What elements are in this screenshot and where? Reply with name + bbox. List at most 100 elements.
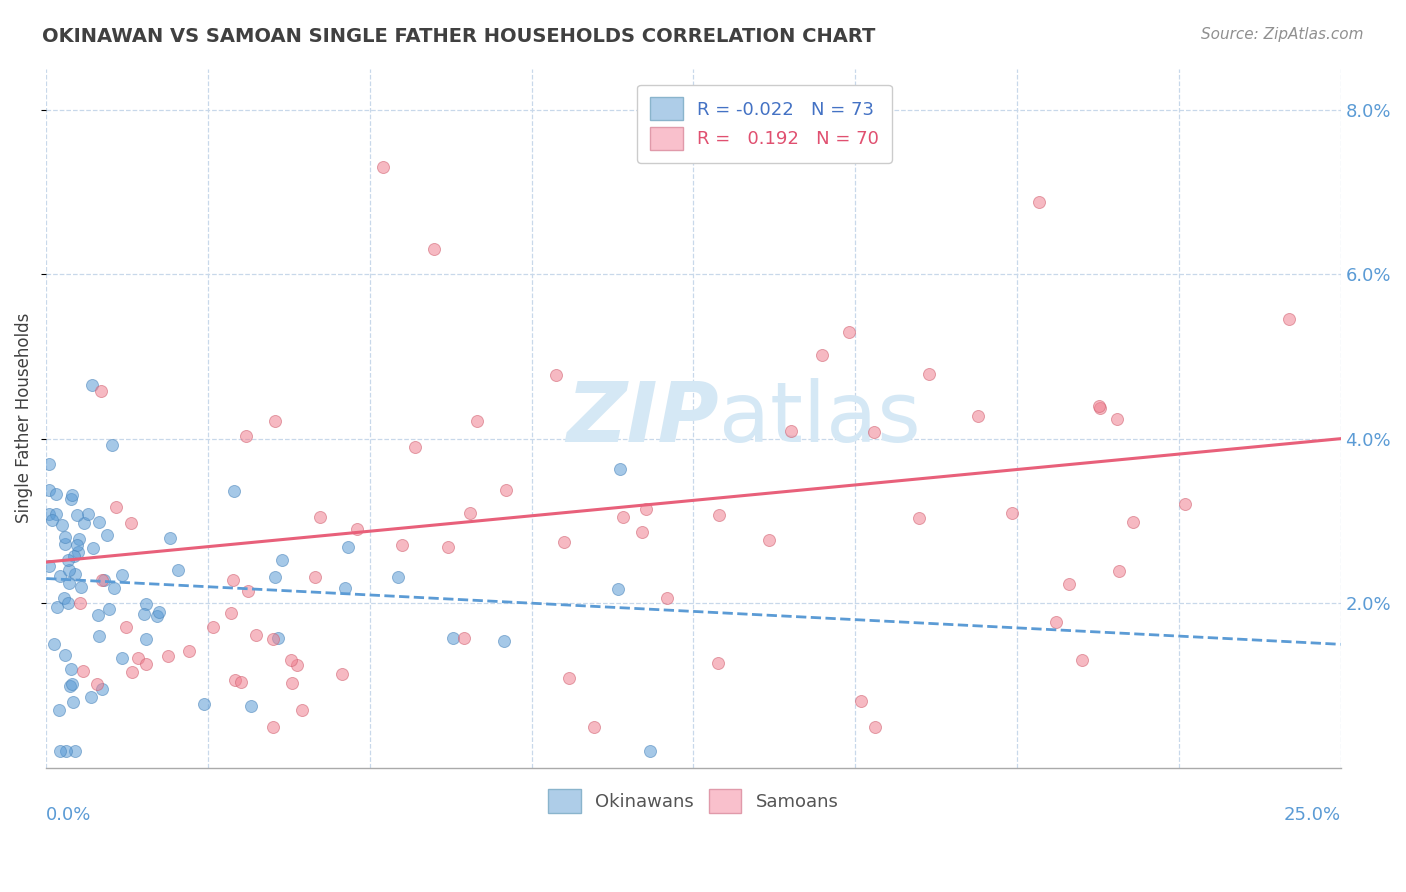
Point xyxy=(304,570,326,584)
Point xyxy=(458,506,481,520)
Point xyxy=(270,552,292,566)
Point xyxy=(640,744,662,758)
Point xyxy=(121,665,143,680)
Point xyxy=(236,584,259,599)
Point xyxy=(336,540,359,554)
Point xyxy=(41,513,63,527)
Point xyxy=(235,429,257,443)
Point xyxy=(103,582,125,596)
Point xyxy=(60,677,83,691)
Point xyxy=(120,516,142,530)
Point xyxy=(636,502,658,516)
Point xyxy=(48,703,70,717)
Point xyxy=(134,607,156,622)
Point xyxy=(1045,615,1067,630)
Point xyxy=(285,658,308,673)
Point xyxy=(193,697,215,711)
Point xyxy=(80,378,103,392)
Point xyxy=(291,703,314,717)
Point xyxy=(60,491,83,506)
Point xyxy=(66,538,89,552)
Point xyxy=(91,682,114,697)
Point xyxy=(267,631,290,645)
Point xyxy=(91,573,114,587)
Point xyxy=(63,744,86,758)
Point xyxy=(177,644,200,658)
Point xyxy=(76,507,98,521)
Point xyxy=(437,540,460,554)
Point xyxy=(222,574,245,588)
Point xyxy=(863,425,886,439)
Point xyxy=(48,744,70,758)
Point xyxy=(202,620,225,634)
Point xyxy=(1108,564,1130,578)
Point xyxy=(105,500,128,514)
Point xyxy=(1278,311,1301,326)
Text: OKINAWAN VS SAMOAN SINGLE FATHER HOUSEHOLDS CORRELATION CHART: OKINAWAN VS SAMOAN SINGLE FATHER HOUSEHO… xyxy=(42,27,876,45)
Point xyxy=(655,591,678,605)
Point xyxy=(492,633,515,648)
Point xyxy=(546,368,568,382)
Point xyxy=(58,563,80,577)
Point xyxy=(264,414,287,428)
Point xyxy=(263,570,285,584)
Point xyxy=(423,243,446,257)
Point xyxy=(851,694,873,708)
Point xyxy=(918,367,941,381)
Point xyxy=(58,553,80,567)
Point xyxy=(1174,497,1197,511)
Point xyxy=(73,516,96,530)
Y-axis label: Single Father Households: Single Father Households xyxy=(15,313,32,524)
Point xyxy=(240,699,263,714)
Point xyxy=(779,424,801,438)
Point xyxy=(53,591,76,605)
Point xyxy=(45,507,67,521)
Point xyxy=(1087,399,1109,413)
Point xyxy=(111,568,134,582)
Point xyxy=(53,530,76,544)
Point xyxy=(309,510,332,524)
Point xyxy=(100,438,122,452)
Point xyxy=(53,537,76,551)
Point xyxy=(96,528,118,542)
Point xyxy=(90,384,112,398)
Point xyxy=(863,720,886,734)
Point xyxy=(69,596,91,610)
Point xyxy=(134,657,156,671)
Point xyxy=(1122,515,1144,529)
Point xyxy=(45,486,67,500)
Point xyxy=(51,518,73,533)
Point xyxy=(135,632,157,646)
Point xyxy=(229,674,252,689)
Point xyxy=(219,607,242,621)
Point xyxy=(67,533,90,547)
Point xyxy=(967,409,990,423)
Point xyxy=(1028,195,1050,210)
Point xyxy=(224,673,246,687)
Point xyxy=(58,596,80,610)
Point xyxy=(127,651,149,665)
Point xyxy=(391,538,413,552)
Point xyxy=(67,545,90,559)
Point xyxy=(38,458,60,472)
Point xyxy=(558,671,581,685)
Point xyxy=(631,525,654,540)
Point xyxy=(86,677,108,691)
Point xyxy=(346,522,368,536)
Point xyxy=(115,620,138,634)
Point xyxy=(63,549,86,563)
Point xyxy=(709,508,731,522)
Text: 0.0%: 0.0% xyxy=(46,806,91,824)
Point xyxy=(811,349,834,363)
Point xyxy=(82,541,104,556)
Point xyxy=(1057,576,1080,591)
Point xyxy=(146,609,169,624)
Point xyxy=(148,605,170,619)
Point xyxy=(55,648,77,662)
Point xyxy=(70,580,93,594)
Point xyxy=(1070,652,1092,666)
Point xyxy=(1088,401,1111,415)
Point xyxy=(330,666,353,681)
Point xyxy=(38,483,60,498)
Legend: Okinawans, Samoans: Okinawans, Samoans xyxy=(540,780,848,822)
